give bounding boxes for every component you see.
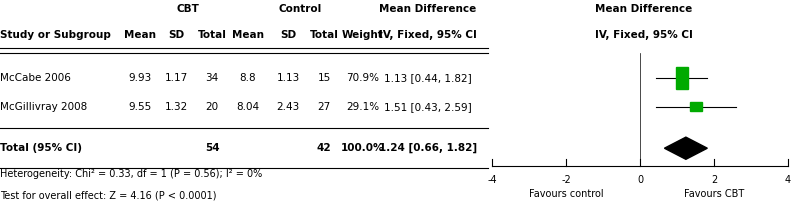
Text: Study or Subgroup: Study or Subgroup <box>0 30 111 40</box>
Text: 8.8: 8.8 <box>240 73 256 83</box>
Polygon shape <box>665 137 707 159</box>
Text: 4: 4 <box>785 176 791 185</box>
Text: IV, Fixed, 95% CI: IV, Fixed, 95% CI <box>379 30 477 40</box>
Text: 54: 54 <box>205 143 219 153</box>
Text: Mean: Mean <box>232 30 264 40</box>
Text: 0: 0 <box>637 176 643 185</box>
Text: 1.24 [0.66, 1.82]: 1.24 [0.66, 1.82] <box>379 143 477 153</box>
Text: Favours control: Favours control <box>529 189 603 199</box>
Text: 1.51 [0.43, 2.59]: 1.51 [0.43, 2.59] <box>384 102 472 112</box>
Text: CBT: CBT <box>177 4 199 14</box>
Text: Mean Difference: Mean Difference <box>595 4 693 14</box>
Text: 20: 20 <box>206 102 218 112</box>
Text: 1.13: 1.13 <box>276 73 300 83</box>
Text: McCabe 2006: McCabe 2006 <box>0 73 71 83</box>
Text: Weight: Weight <box>342 30 383 40</box>
Text: 1.17: 1.17 <box>164 73 188 83</box>
Text: 1.32: 1.32 <box>164 102 188 112</box>
Text: Control: Control <box>278 4 322 14</box>
Bar <box>690 102 702 112</box>
Text: 34: 34 <box>206 73 218 83</box>
Text: 8.04: 8.04 <box>237 102 259 112</box>
Text: -2: -2 <box>561 176 571 185</box>
Text: Heterogeneity: Chi² = 0.33, df = 1 (P = 0.56); I² = 0%: Heterogeneity: Chi² = 0.33, df = 1 (P = … <box>0 169 262 179</box>
Text: 2: 2 <box>711 176 717 185</box>
Text: 2.43: 2.43 <box>276 102 300 112</box>
Text: -4: -4 <box>487 176 497 185</box>
Text: 42: 42 <box>317 143 331 153</box>
Text: Mean Difference: Mean Difference <box>379 4 477 14</box>
Text: McGillivray 2008: McGillivray 2008 <box>0 102 87 112</box>
Text: IV, Fixed, 95% CI: IV, Fixed, 95% CI <box>595 30 693 40</box>
Text: Total: Total <box>198 30 226 40</box>
Text: Total: Total <box>310 30 338 40</box>
Text: 1.13 [0.44, 1.82]: 1.13 [0.44, 1.82] <box>384 73 472 83</box>
Text: Favours CBT: Favours CBT <box>684 189 744 199</box>
Text: SD: SD <box>280 30 296 40</box>
Bar <box>676 66 688 89</box>
Text: 100.0%: 100.0% <box>341 143 384 153</box>
Text: 27: 27 <box>318 102 330 112</box>
Text: 70.9%: 70.9% <box>346 73 379 83</box>
Text: 9.93: 9.93 <box>128 73 152 83</box>
Text: Mean: Mean <box>124 30 156 40</box>
Text: 9.55: 9.55 <box>128 102 152 112</box>
Text: 15: 15 <box>318 73 330 83</box>
Text: SD: SD <box>168 30 184 40</box>
Text: Test for overall effect: Z = 4.16 (P < 0.0001): Test for overall effect: Z = 4.16 (P < 0… <box>0 191 217 201</box>
Text: 29.1%: 29.1% <box>346 102 379 112</box>
Text: Total (95% CI): Total (95% CI) <box>0 143 82 153</box>
